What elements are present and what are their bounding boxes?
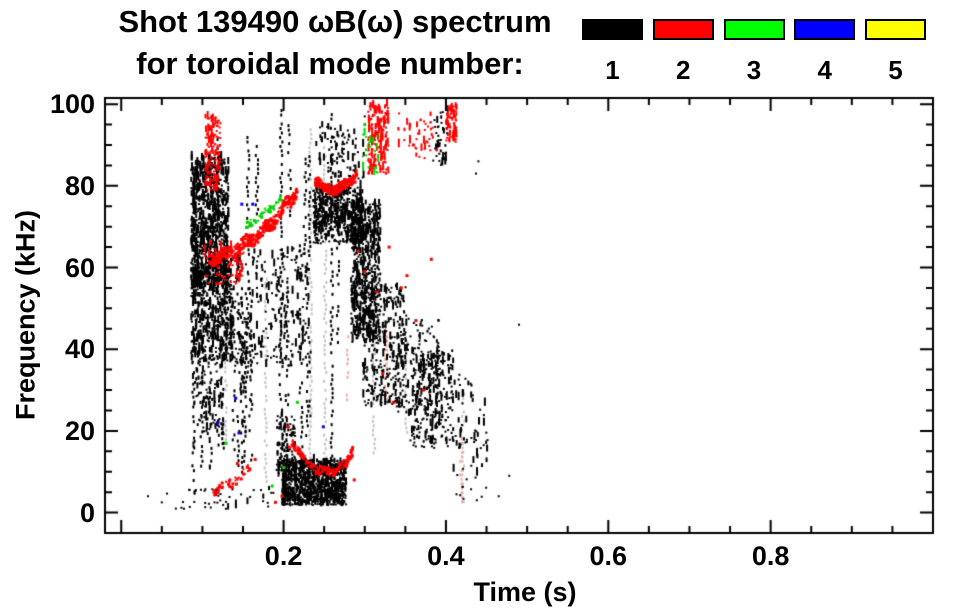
chart-title-line2: for toroidal mode number: <box>136 46 524 81</box>
chart-title-line1: Shot 139490 ωB(ω) spectrum <box>118 4 552 39</box>
legend-label-mode-5: 5 <box>888 55 903 85</box>
y-tick-label-60: 60 <box>64 252 95 283</box>
x-tick-label-0.8: 0.8 <box>751 541 790 571</box>
legend-swatch-mode-1 <box>582 19 643 40</box>
legend-label-mode-1: 1 <box>605 55 620 85</box>
x-axis-label: Time (s) <box>473 577 577 607</box>
legend-label-mode-3: 3 <box>746 55 762 85</box>
legend-swatch-mode-2 <box>652 19 714 40</box>
y-axis-label: Frequency (kHz) <box>10 209 41 421</box>
legend-swatch-mode-4 <box>794 19 856 40</box>
x-tick-label-0.6: 0.6 <box>589 541 628 571</box>
x-tick-label-0.4: 0.4 <box>427 541 465 571</box>
legend-swatch-mode-5 <box>865 19 926 40</box>
legend-swatch-mode-3 <box>723 19 785 40</box>
legend-label-mode-4: 4 <box>817 55 832 85</box>
y-tick-label-100: 100 <box>49 89 95 120</box>
y-tick-label-0: 0 <box>79 497 95 528</box>
y-tick-label-20: 20 <box>64 415 95 446</box>
legend-label-mode-2: 2 <box>676 55 691 85</box>
y-tick-label-40: 40 <box>64 334 95 365</box>
y-tick-label-80: 80 <box>64 170 95 201</box>
x-tick-label-0.2: 0.2 <box>264 541 303 571</box>
